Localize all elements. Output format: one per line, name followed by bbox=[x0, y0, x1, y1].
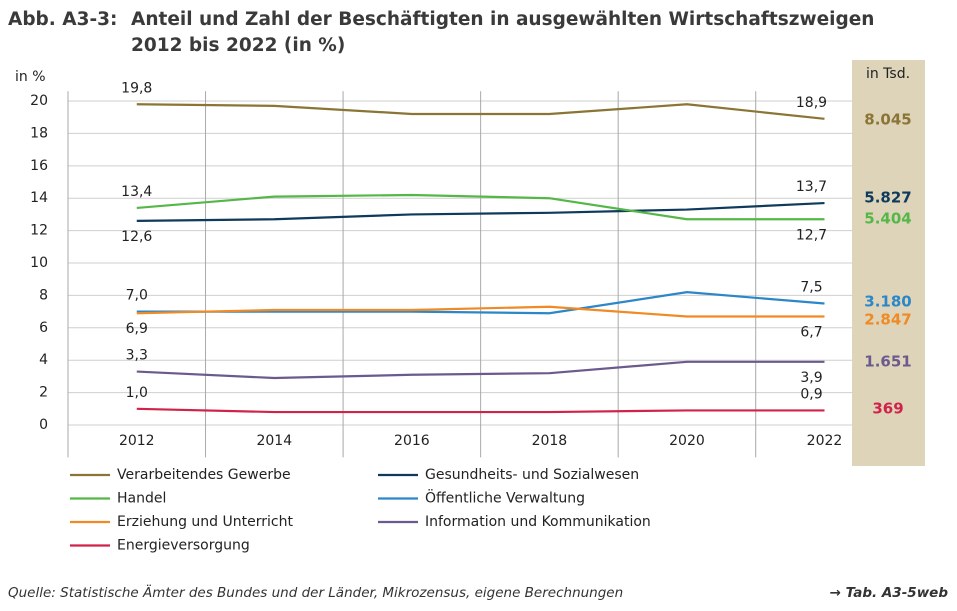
y-tick-label: 14 bbox=[30, 190, 48, 206]
legend-label: Erziehung und Unterricht bbox=[117, 514, 293, 530]
source: Quelle: Statistische Ämter des Bundes un… bbox=[8, 583, 623, 601]
total-label: 8.045 bbox=[864, 111, 911, 129]
data-label: 1,0 bbox=[126, 385, 148, 401]
y-tick-label: 16 bbox=[30, 158, 48, 174]
total-header: in Tsd. bbox=[866, 66, 910, 82]
y-tick-label: 2 bbox=[39, 385, 48, 401]
data-label: 0,9 bbox=[800, 386, 822, 402]
data-label: 3,9 bbox=[800, 370, 822, 386]
title-line: 2012 bis 2022 (in %) bbox=[131, 35, 345, 56]
x-tick-label: 2018 bbox=[532, 433, 568, 449]
data-label: 3,3 bbox=[126, 348, 148, 364]
series-line bbox=[136, 305, 825, 318]
total-label: 2.847 bbox=[864, 311, 911, 329]
series-line bbox=[136, 193, 825, 221]
data-label: 19,8 bbox=[121, 80, 152, 96]
total-panel bbox=[852, 60, 925, 466]
data-label: 7,0 bbox=[126, 288, 148, 304]
series-line bbox=[136, 201, 825, 222]
series-line bbox=[136, 360, 825, 380]
data-label: 12,7 bbox=[796, 227, 827, 243]
title-line: Anteil und Zahl der Beschäftigten in aus… bbox=[131, 9, 874, 30]
data-label: 7,5 bbox=[800, 280, 822, 296]
total-label: 5.404 bbox=[864, 210, 911, 228]
legend-label: Energieversorgung bbox=[117, 538, 250, 554]
y-axis-label: in % bbox=[15, 69, 46, 85]
data-label: 12,6 bbox=[121, 229, 152, 245]
total-label: 5.827 bbox=[864, 189, 911, 207]
y-tick-label: 8 bbox=[39, 287, 48, 303]
reference: → Tab. A3-5web bbox=[830, 585, 949, 601]
x-tick-label: 2016 bbox=[394, 433, 430, 449]
y-tick-label: 10 bbox=[30, 255, 48, 271]
series-line bbox=[136, 407, 825, 414]
legend-label: Öffentliche Verwaltung bbox=[425, 489, 585, 507]
data-label: 13,7 bbox=[796, 179, 827, 195]
y-tick-label: 18 bbox=[30, 125, 48, 141]
y-tick-label: 0 bbox=[39, 417, 48, 433]
y-tick-label: 20 bbox=[30, 93, 48, 109]
data-label: 13,4 bbox=[121, 184, 152, 200]
data-label: 6,9 bbox=[126, 321, 148, 337]
legend-label: Verarbeitendes Gewerbe bbox=[117, 467, 291, 483]
y-tick-label: 4 bbox=[39, 352, 48, 368]
y-tick-label: 6 bbox=[39, 320, 48, 336]
legend-label: Gesundheits- und Sozialwesen bbox=[425, 467, 639, 483]
total-label: 369 bbox=[872, 400, 903, 418]
x-tick-label: 2014 bbox=[256, 433, 292, 449]
y-tick-label: 12 bbox=[30, 223, 48, 239]
x-tick-label: 2022 bbox=[807, 433, 843, 449]
total-label: 1.651 bbox=[864, 353, 911, 371]
legend-label: Handel bbox=[117, 491, 166, 507]
x-tick-label: 2012 bbox=[119, 433, 155, 449]
series-line bbox=[136, 103, 825, 120]
title-prefix: Abb. A3-3: bbox=[8, 9, 117, 30]
x-tick-label: 2020 bbox=[669, 433, 705, 449]
legend-label: Information und Kommunikation bbox=[425, 514, 651, 530]
total-label: 3.180 bbox=[864, 293, 911, 311]
data-label: 6,7 bbox=[800, 324, 822, 340]
data-label: 18,9 bbox=[796, 95, 827, 111]
